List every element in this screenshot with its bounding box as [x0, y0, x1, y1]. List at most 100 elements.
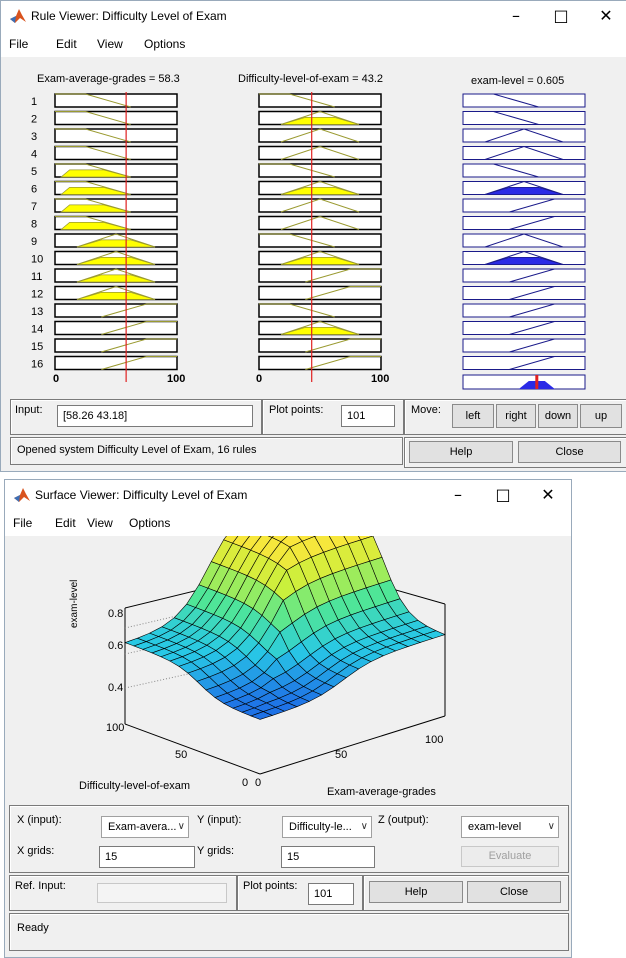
move-right-button[interactable]: right: [496, 404, 536, 428]
z-tick-06: 0.6: [108, 640, 123, 652]
move-label: Move:: [411, 404, 441, 416]
surface-window-title: Surface Viewer: Difficulty Level of Exam: [35, 488, 247, 502]
menu-bar: File Edit View Options: [1, 31, 626, 57]
rule-cell: [55, 94, 177, 107]
x-input-label: X (input):: [17, 814, 62, 826]
menu-options[interactable]: Options: [144, 37, 185, 51]
rule-number: 11: [31, 271, 42, 283]
x-grids-field[interactable]: 15: [99, 846, 195, 868]
plot-points-field[interactable]: 101: [341, 405, 395, 427]
surface-viewer-window: Surface Viewer: Difficulty Level of Exam…: [4, 479, 572, 958]
rule-viewer-window: Rule Viewer: Difficulty Level of Exam – …: [0, 0, 626, 472]
axis-col2-min: 0: [256, 373, 262, 385]
rule-controls: Input: [58.26 43.18] Plot points: 101 Mo…: [1, 394, 626, 471]
evaluate-button[interactable]: Evaluate: [461, 846, 559, 867]
rule-cell: [259, 129, 381, 142]
minimize-icon[interactable]: –: [443, 484, 473, 506]
z-output-select[interactable]: exam-level ∨: [461, 816, 559, 838]
y-tick-100: 100: [106, 722, 124, 734]
minimize-icon[interactable]: –: [501, 5, 531, 27]
rule-number: 5: [31, 166, 37, 178]
rule-cell: [55, 339, 177, 352]
menu-edit[interactable]: Edit: [55, 516, 76, 530]
status-panel: [9, 913, 569, 951]
axis-front-right: [260, 716, 445, 774]
chevron-down-icon: ∨: [548, 817, 555, 837]
maximize-icon[interactable]: □: [546, 5, 576, 27]
close-icon[interactable]: ✕: [591, 5, 621, 27]
surface-plot-area: exam-level 0.8 0.6 0.4 100 50 0 0 50 100…: [5, 536, 571, 801]
chevron-down-icon: ∨: [178, 817, 185, 837]
rule-number: 12: [31, 289, 43, 301]
menu-view[interactable]: View: [97, 37, 123, 51]
axis-col1-min: 0: [53, 373, 59, 385]
y-tick-0: 0: [242, 777, 248, 789]
menu-file[interactable]: File: [13, 516, 32, 530]
menu-edit[interactable]: Edit: [56, 37, 77, 51]
help-button[interactable]: Help: [369, 881, 463, 903]
rule-cell: [55, 129, 177, 142]
plot-points-field[interactable]: 101: [308, 883, 354, 905]
close-button[interactable]: Close: [467, 881, 561, 903]
move-left-button[interactable]: left: [452, 404, 494, 428]
rule-cell: [463, 112, 585, 125]
rule-cell: [463, 129, 585, 142]
rule-cell: [259, 147, 381, 160]
plot-points-label: Plot points:: [243, 880, 297, 892]
menu-view[interactable]: View: [87, 516, 113, 530]
z-tick-08: 0.8: [108, 608, 123, 620]
y-input-label: Y (input):: [197, 814, 241, 826]
axis-col1-max: 100: [167, 373, 185, 385]
rule-cell: [463, 269, 585, 282]
y-grids-field[interactable]: 15: [281, 846, 375, 868]
rule-number: 16: [31, 359, 43, 371]
input-label: Input:: [15, 404, 43, 416]
x-input-select[interactable]: Exam-avera... ∨: [101, 816, 189, 838]
y-axis-label: Difficulty-level-of-exam: [79, 780, 190, 792]
z-output-value: exam-level: [468, 821, 521, 833]
surface-title-bar: Surface Viewer: Difficulty Level of Exam…: [5, 480, 571, 510]
menu-options[interactable]: Options: [129, 516, 170, 530]
rule-cell: [463, 304, 585, 317]
rule-number: 7: [31, 201, 37, 213]
rule-number: 3: [31, 131, 37, 143]
close-button[interactable]: Close: [518, 441, 621, 463]
rule-cell: [463, 164, 585, 177]
maximize-icon[interactable]: □: [488, 484, 518, 506]
rule-cell: [259, 304, 381, 317]
x-tick-0: 0: [255, 777, 261, 789]
rule-plot-area: Exam-average-grades = 58.3 Difficulty-le…: [1, 57, 626, 393]
z-tick-04: 0.4: [108, 682, 123, 694]
surface-controls: X (input): Exam-avera... ∨ Y (input): Di…: [5, 801, 571, 957]
y-input-value: Difficulty-le...: [289, 821, 352, 833]
rule-cell: [463, 94, 585, 107]
y-input-select[interactable]: Difficulty-le... ∨: [282, 816, 372, 838]
move-up-button[interactable]: up: [580, 404, 622, 428]
help-button[interactable]: Help: [409, 441, 513, 463]
rule-number: 13: [31, 306, 43, 318]
axis-front-left: [125, 724, 260, 774]
move-down-button[interactable]: down: [538, 404, 578, 428]
rule-cell: [463, 217, 585, 230]
rule-cell: [259, 94, 381, 107]
axis-col2-max: 100: [371, 373, 389, 385]
rule-cell: [55, 322, 177, 335]
menu-file[interactable]: File: [9, 37, 28, 51]
surface-plot[interactable]: [5, 536, 571, 801]
close-icon[interactable]: ✕: [533, 484, 563, 506]
rule-number: 1: [31, 96, 37, 108]
input-field[interactable]: [58.26 43.18]: [57, 405, 253, 427]
plot-points-label: Plot points:: [269, 404, 323, 416]
title-bar: Rule Viewer: Difficulty Level of Exam – …: [1, 1, 626, 31]
z-axis-label: exam-level: [69, 580, 80, 628]
y-tick-50: 50: [175, 749, 187, 761]
rule-number: 2: [31, 114, 37, 126]
x-tick-100: 100: [425, 734, 443, 746]
rule-cell: [55, 357, 177, 370]
rule-number: 14: [31, 324, 43, 336]
x-grids-label: X grids:: [17, 845, 54, 857]
rule-cell: [259, 217, 381, 230]
z-output-label: Z (output):: [378, 814, 429, 826]
ref-input-field[interactable]: [97, 883, 227, 903]
rule-cell: [259, 234, 381, 247]
